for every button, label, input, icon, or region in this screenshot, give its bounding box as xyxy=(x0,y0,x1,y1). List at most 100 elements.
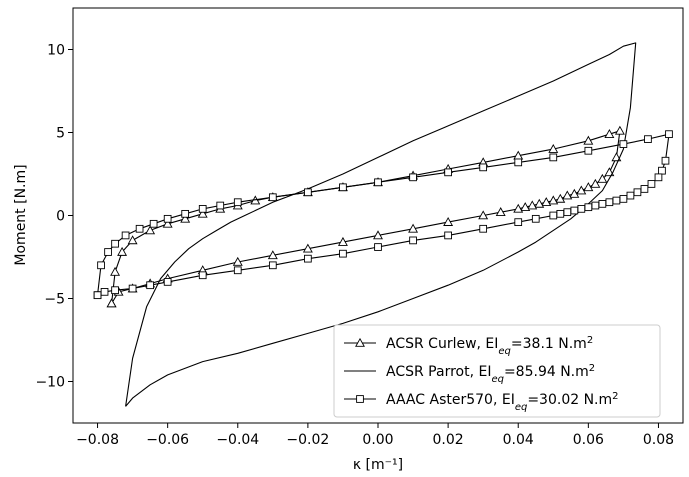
data-point xyxy=(549,211,558,220)
x-tick-label: 0.04 xyxy=(503,432,534,448)
data-point xyxy=(556,209,565,218)
data-point xyxy=(583,135,594,145)
data-point xyxy=(145,225,156,235)
data-point xyxy=(162,218,173,228)
series-layer xyxy=(93,42,673,407)
data-point xyxy=(563,208,572,217)
data-point xyxy=(640,185,649,193)
data-point xyxy=(374,243,382,251)
y-axis-ticks: −10 −5 0 5 10 xyxy=(35,43,73,391)
data-point xyxy=(97,261,105,270)
data-point xyxy=(591,201,600,210)
data-point xyxy=(197,208,208,218)
data-point xyxy=(590,178,601,188)
y-tick-label: −5 xyxy=(44,292,65,308)
y-tick-label: 10 xyxy=(47,43,65,59)
legend-marker xyxy=(355,337,365,347)
data-point xyxy=(514,158,523,167)
data-point xyxy=(576,185,587,195)
data-point xyxy=(337,236,348,246)
data-point xyxy=(647,180,656,188)
data-point xyxy=(495,207,506,216)
data-point xyxy=(111,239,119,248)
data-point xyxy=(619,140,628,148)
data-point xyxy=(644,135,652,143)
data-point xyxy=(163,278,172,286)
data-point xyxy=(520,202,531,212)
data-point xyxy=(444,168,452,177)
data-point xyxy=(111,286,119,295)
x-tick-label: 0.08 xyxy=(643,432,674,448)
x-tick-label: −0.06 xyxy=(146,432,189,448)
series-aaac-aster570 xyxy=(93,130,673,300)
legend-box xyxy=(333,324,661,418)
data-point xyxy=(180,213,191,223)
x-tick-label: 0.06 xyxy=(573,432,604,448)
data-point xyxy=(198,205,207,213)
data-point xyxy=(633,188,642,197)
data-point xyxy=(443,217,454,226)
legend-marker xyxy=(356,395,364,403)
data-point xyxy=(584,203,593,212)
data-point xyxy=(479,163,488,172)
data-point xyxy=(408,223,419,233)
data-point xyxy=(104,248,112,256)
data-point xyxy=(549,153,558,162)
data-point xyxy=(597,173,608,183)
data-point xyxy=(665,130,673,139)
data-point xyxy=(583,182,594,192)
data-point xyxy=(181,209,190,218)
legend: ACSR Curlew, EIeq=38.1 N.m2 ACSR Parrot, … xyxy=(333,324,661,418)
x-tick-label: −0.04 xyxy=(216,432,259,448)
x-tick-label: −0.02 xyxy=(286,432,329,448)
data-point xyxy=(598,200,607,208)
data-point xyxy=(555,193,566,203)
data-point xyxy=(135,224,144,233)
data-point xyxy=(626,191,635,200)
data-point xyxy=(514,218,523,226)
data-point xyxy=(548,195,559,205)
x-axis-ticks: −0.08 −0.06 −0.04 −0.02 0.00 0.02 0.04 0.06 0.08 xyxy=(76,423,674,448)
data-point xyxy=(409,173,417,182)
data-point xyxy=(584,146,593,155)
data-point xyxy=(373,230,383,240)
data-point xyxy=(163,214,172,223)
y-tick-label: 5 xyxy=(56,126,65,142)
data-point xyxy=(268,261,277,270)
data-point xyxy=(527,200,538,210)
data-point xyxy=(339,249,347,258)
data-point xyxy=(117,246,128,256)
data-point xyxy=(110,266,121,276)
x-tick-label: 0.00 xyxy=(362,432,393,448)
legend-entry-label: ACSR Curlew, EIeq=38.1 N.m2 xyxy=(386,335,593,357)
data-point xyxy=(570,206,579,215)
data-point xyxy=(198,271,207,280)
data-point xyxy=(534,198,545,208)
data-point xyxy=(374,178,382,187)
data-point xyxy=(614,125,625,135)
data-point xyxy=(444,231,452,240)
data-point xyxy=(654,173,663,182)
data-point xyxy=(513,203,524,213)
data-point xyxy=(339,183,347,192)
data-point xyxy=(612,196,621,205)
data-point xyxy=(531,214,540,223)
y-axis-label: Moment [N.m] xyxy=(13,164,29,265)
data-point xyxy=(267,250,278,260)
legend-entry-label: AAAC Aster570, EIeq=30.02 N.m2 xyxy=(386,391,619,413)
data-point xyxy=(146,281,154,290)
data-point xyxy=(577,205,586,213)
data-point xyxy=(106,298,117,308)
legend-entry-label: ACSR Parrot, EIeq=85.94 N.m2 xyxy=(386,363,595,385)
data-point xyxy=(548,143,559,153)
data-point xyxy=(562,190,573,200)
data-point xyxy=(605,198,614,207)
data-point xyxy=(233,266,242,275)
y-tick-label: −10 xyxy=(35,375,65,391)
data-point xyxy=(604,129,615,138)
data-point xyxy=(149,219,158,228)
data-point xyxy=(304,188,312,197)
data-point xyxy=(232,256,243,266)
data-point xyxy=(100,288,109,296)
